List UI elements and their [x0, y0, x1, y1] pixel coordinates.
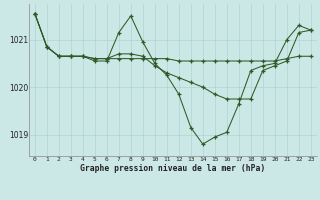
- X-axis label: Graphe pression niveau de la mer (hPa): Graphe pression niveau de la mer (hPa): [80, 164, 265, 173]
